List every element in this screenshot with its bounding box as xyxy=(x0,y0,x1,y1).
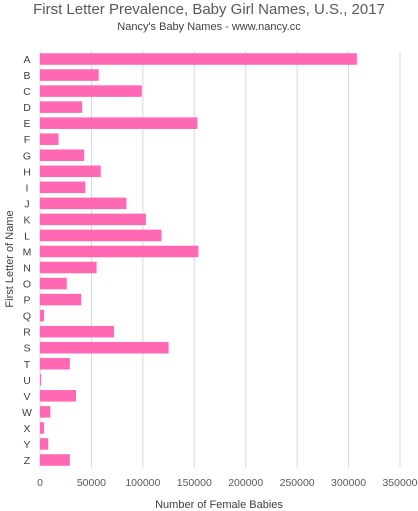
category-label: A xyxy=(23,54,30,66)
category-label: G xyxy=(23,150,31,162)
category-label: E xyxy=(23,118,30,130)
x-tick-label: 100000 xyxy=(125,477,160,489)
x-tick-label: 350000 xyxy=(382,477,417,489)
x-tick-label: 300000 xyxy=(331,477,366,489)
bar-w xyxy=(40,406,51,418)
category-label: C xyxy=(23,86,31,98)
category-label: Q xyxy=(23,311,31,323)
bar-k xyxy=(40,213,146,226)
bar-x xyxy=(40,422,45,434)
category-label: P xyxy=(23,295,30,307)
bar-z xyxy=(40,454,70,466)
bar-u xyxy=(40,374,42,386)
gridlines xyxy=(39,51,401,468)
category-label: W xyxy=(22,407,32,419)
bar-e xyxy=(40,117,198,129)
bar-t xyxy=(40,357,70,370)
bar-b xyxy=(40,69,99,81)
category-label: F xyxy=(24,134,30,146)
category-label: N xyxy=(23,263,31,275)
x-tick-label: 250000 xyxy=(280,477,315,489)
bar-r xyxy=(40,325,115,338)
bar-p xyxy=(40,293,82,306)
category-label: Z xyxy=(24,455,31,467)
bar-l xyxy=(40,229,162,242)
x-axis-title: Number of Female Babies xyxy=(155,499,283,511)
category-label: H xyxy=(23,166,31,178)
bar-h xyxy=(40,165,101,178)
bar-o xyxy=(40,277,67,290)
bar-c xyxy=(40,85,142,97)
chart-subtitle: Nancy's Baby Names - www.nancy.cc xyxy=(117,21,301,33)
bar-s xyxy=(40,341,169,354)
bar-m xyxy=(40,245,199,258)
category-label: U xyxy=(23,375,31,387)
category-label: M xyxy=(23,246,32,258)
chart-title: First Letter Prevalence, Baby Girl Names… xyxy=(33,1,385,18)
bar-g xyxy=(40,149,85,162)
bar-v xyxy=(40,390,76,402)
bar-f xyxy=(40,133,59,145)
x-tick-label: 200000 xyxy=(228,477,263,489)
category-label: Y xyxy=(23,439,30,451)
category-label: T xyxy=(24,359,31,371)
y-axis-title: First Letter of Name xyxy=(4,210,16,307)
category-label: L xyxy=(24,230,30,242)
category-label: V xyxy=(23,391,30,403)
bars xyxy=(40,53,357,466)
bar-q xyxy=(40,309,45,322)
category-label: O xyxy=(23,279,31,291)
category-label: S xyxy=(23,343,30,355)
category-label: I xyxy=(26,182,29,194)
bar-n xyxy=(40,261,97,274)
category-label: B xyxy=(23,70,30,82)
category-label: J xyxy=(24,198,29,210)
x-tick-labels: 0 50000 100000 150000 200000 250000 300000 3500… xyxy=(37,477,418,489)
category-label: R xyxy=(23,327,31,339)
bar-y xyxy=(40,438,49,450)
category-label: X xyxy=(23,423,30,435)
x-tick-label: 0 xyxy=(37,477,43,489)
category-label: K xyxy=(23,214,30,226)
bar-a xyxy=(40,53,357,65)
x-tick-label: 50000 xyxy=(77,477,106,489)
x-tick-label: 150000 xyxy=(177,477,212,489)
category-label: D xyxy=(23,102,31,114)
bar-j xyxy=(40,197,127,210)
bar-d xyxy=(40,101,83,113)
bar-i xyxy=(40,181,86,194)
